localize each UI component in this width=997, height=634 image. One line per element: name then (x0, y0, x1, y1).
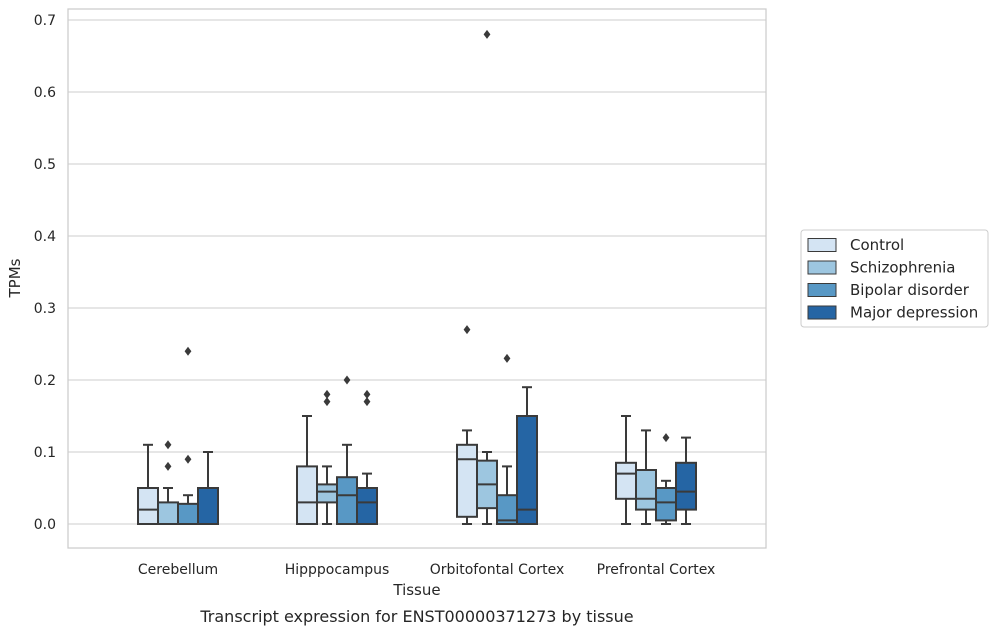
box-rect (336, 476, 358, 526)
box-rect (157, 501, 179, 525)
box-rect (177, 502, 199, 525)
box-rect (197, 487, 219, 525)
box-rect (356, 487, 378, 525)
outlier-point (662, 433, 670, 443)
box-group (456, 325, 478, 525)
plot-frame (67, 8, 767, 549)
box-rect (635, 469, 657, 511)
legend-items: Control Schizophrenia Bipolar disorder Majo… (807, 236, 978, 322)
legend-swatch (807, 260, 837, 275)
x-tick-labels: Cerebellum Hipppocampus Orbitofontal Corte… (138, 562, 715, 578)
box-rect (296, 465, 318, 525)
y-tick-label: 0.2 (34, 373, 56, 389)
legend-label: Schizophrenia (850, 259, 955, 277)
y-tick-label: 0.3 (34, 301, 56, 317)
boxes (137, 29, 697, 526)
legend-frame (800, 229, 989, 328)
box-group (675, 436, 697, 525)
legend-swatch (807, 238, 837, 252)
box-rect (516, 415, 538, 525)
box-group (356, 389, 378, 525)
box-group (177, 346, 199, 525)
x-axis-title: Tissue (392, 581, 440, 599)
y-tick-label: 0.6 (34, 85, 56, 101)
chart-caption: Transcript expression for ENST0000037127… (199, 607, 633, 626)
outlier-point (323, 389, 331, 399)
x-tick-label: Hipppocampus (285, 562, 390, 578)
box-group (655, 433, 677, 525)
grid-lines (68, 19, 766, 525)
y-tick-label: 0.7 (34, 13, 56, 29)
box-rect (675, 461, 697, 511)
legend-swatch (807, 283, 837, 297)
box-group (197, 451, 219, 525)
legend-label: Bipolar disorder (850, 281, 970, 299)
box-group (635, 429, 657, 525)
legend-swatch (807, 305, 837, 320)
outlier-point (463, 325, 471, 335)
box-rect (615, 461, 637, 500)
outlier-point (363, 397, 371, 407)
legend-label: Control (850, 236, 904, 254)
y-tick-label: 0.5 (34, 157, 56, 173)
y-tick-label: 0.0 (34, 517, 56, 533)
outlier-point (164, 461, 172, 471)
x-tick-label: Orbitofontal Cortex (430, 562, 565, 578)
y-axis-title: TPMs (6, 258, 24, 298)
y-tick-labels: 0.0 0.1 0.2 0.3 0.4 0.5 0.6 0.7 (34, 13, 56, 533)
x-tick-label: Cerebellum (138, 562, 218, 578)
box-group (496, 353, 518, 526)
legend: Control Schizophrenia Bipolar disorder Majo… (800, 229, 989, 328)
box-group (336, 375, 358, 526)
box-group (157, 440, 179, 525)
outlier-point (164, 440, 172, 450)
box-rect (137, 487, 159, 525)
y-tick-label: 0.1 (34, 445, 56, 461)
box-group (316, 389, 338, 525)
outlier-point (503, 353, 511, 363)
y-tick-label: 0.4 (34, 229, 56, 245)
box-rect (316, 483, 338, 504)
outlier-point (363, 389, 371, 399)
outlier-point (343, 375, 351, 385)
legend-label: Major depression (850, 304, 978, 322)
box-group (516, 386, 538, 525)
outlier-point (323, 397, 331, 407)
outlier-point (184, 454, 192, 464)
box-rect (655, 487, 677, 522)
outlier-point (184, 346, 192, 356)
x-tick-label: Prefrontal Cortex (597, 562, 716, 578)
outlier-point (483, 29, 491, 39)
plot-background (68, 9, 766, 548)
box-group (137, 443, 159, 525)
box-group (476, 29, 498, 525)
box-rect (456, 443, 478, 518)
